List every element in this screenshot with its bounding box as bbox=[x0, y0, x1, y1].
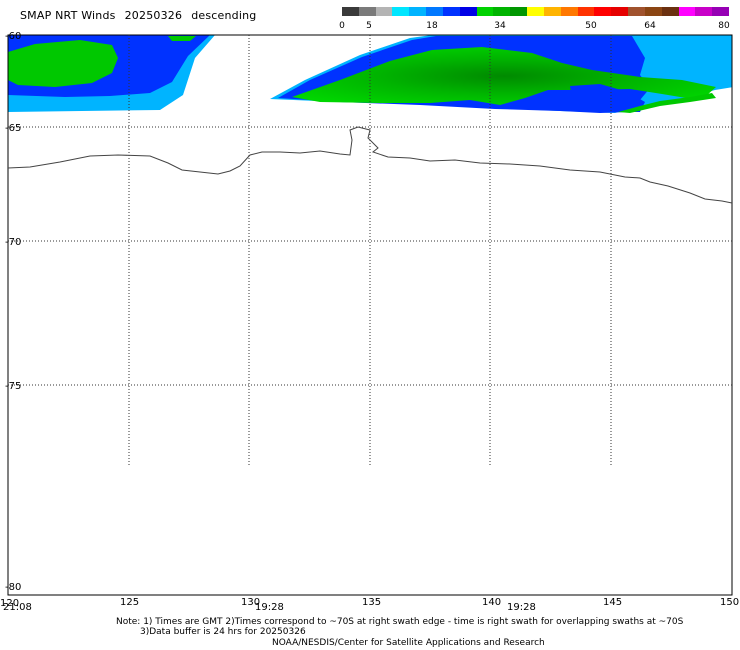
colorbar-segment bbox=[375, 7, 393, 16]
swath-time-label: 21:08 bbox=[3, 602, 32, 613]
colorbar-segment bbox=[661, 7, 679, 16]
colorbar-segment bbox=[695, 7, 713, 16]
swath-time-label: 19:28 bbox=[507, 602, 536, 613]
colorbar-segment bbox=[678, 7, 696, 16]
colorbar-segment bbox=[358, 7, 376, 16]
colorbar-segment bbox=[611, 7, 629, 16]
colorbar-segment bbox=[594, 7, 612, 16]
colorbar-segment bbox=[392, 7, 410, 16]
colorbar-segment bbox=[510, 7, 528, 16]
colorbar-segment bbox=[342, 7, 359, 16]
colorbar-segment bbox=[409, 7, 427, 16]
colorbar-tick: 50 bbox=[585, 21, 597, 31]
pass-direction: descending bbox=[191, 9, 257, 22]
antarctic-coastline bbox=[7, 126, 733, 204]
colorbar-segment bbox=[459, 7, 477, 16]
product-date: 20250326 bbox=[124, 9, 183, 22]
swath-right-band-low bbox=[570, 84, 645, 112]
colorbar-segment bbox=[712, 7, 730, 16]
colorbar-segment bbox=[426, 7, 443, 16]
lon-label: 120 bbox=[0, 598, 19, 609]
colorbar-tick: 34 bbox=[494, 21, 506, 31]
wind-speed-colorbar bbox=[342, 7, 730, 16]
colorbar-segment bbox=[493, 7, 511, 16]
colorbar-tick: 0 bbox=[339, 21, 345, 31]
colorbar-tick-labels: 0 5 18 34 50 64 80 bbox=[335, 21, 740, 33]
product-name: SMAP NRT Winds bbox=[20, 9, 116, 22]
colorbar-segment bbox=[476, 7, 494, 16]
lat-label: -60 bbox=[5, 31, 21, 42]
lon-label: 135 bbox=[362, 597, 381, 608]
colorbar-tick: 80 bbox=[718, 21, 730, 31]
lat-label: -80 bbox=[5, 582, 21, 593]
colorbar-segment bbox=[527, 7, 544, 16]
colorbar-segment bbox=[560, 7, 578, 16]
graticule bbox=[8, 35, 732, 465]
swath-right-edge-green bbox=[618, 93, 716, 113]
wind-swaths bbox=[8, 35, 732, 113]
colorbar-tick: 5 bbox=[366, 21, 372, 31]
lon-label: 150 bbox=[720, 597, 739, 608]
swath-right-core bbox=[292, 47, 716, 105]
lon-label: 145 bbox=[603, 597, 622, 608]
colorbar-segment bbox=[442, 7, 460, 16]
lon-label: 125 bbox=[120, 597, 139, 608]
lon-label: 140 bbox=[482, 597, 501, 608]
lon-label: 130 bbox=[241, 597, 260, 608]
lat-label: -65 bbox=[5, 123, 21, 134]
colorbar-segment bbox=[543, 7, 561, 16]
lat-label: -70 bbox=[5, 237, 21, 248]
colorbar-segment bbox=[628, 7, 645, 16]
swath-left-core bbox=[8, 40, 118, 87]
map-title: SMAP NRT Winds 20250326 descending bbox=[20, 9, 256, 22]
note-line-1: Note: 1) Times are GMT 2)Times correspon… bbox=[116, 617, 684, 627]
colorbar-tick: 64 bbox=[644, 21, 656, 31]
colorbar-segment bbox=[577, 7, 595, 16]
note-line-2: 3)Data buffer is 24 hrs for 20250326 bbox=[140, 627, 306, 637]
credit-line: NOAA/NESDIS/Center for Satellite Applica… bbox=[272, 638, 545, 648]
swath-time-label: 19:28 bbox=[255, 602, 284, 613]
lat-label: -75 bbox=[5, 381, 21, 392]
colorbar-tick: 18 bbox=[426, 21, 438, 31]
colorbar-segment bbox=[644, 7, 662, 16]
swath-left-patch bbox=[168, 36, 196, 41]
